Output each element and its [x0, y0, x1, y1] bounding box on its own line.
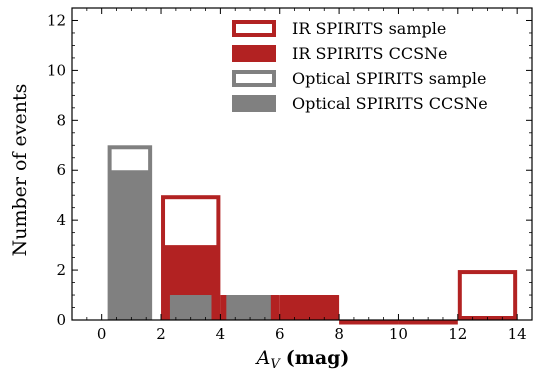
legend-label-ir-spirits-ccsne: IR SPIRITS CCSNe	[292, 44, 448, 63]
optical-spirits-ccsne-bar	[171, 295, 211, 320]
x-tick-label: 10	[389, 325, 408, 343]
ir-spirits-sample-bar	[457, 270, 518, 320]
y-tick-label: 6	[56, 161, 66, 179]
optical-spirits-ccsne-bar	[108, 170, 151, 320]
x-axis-label-symbol: A	[255, 347, 271, 369]
legend-swatch-optical-spirits-ccsne	[232, 95, 276, 112]
legend-label-optical-spirits-sample: Optical SPIRITS sample	[292, 69, 487, 88]
x-tick-label: 6	[275, 325, 285, 343]
ticks-layer: 0 2 4 6 8 10 12 14 0 2 4 6 8 10 12	[47, 8, 533, 343]
legend-label-ir-spirits-sample: IR SPIRITS sample	[292, 19, 446, 38]
y-tick-label: 12	[47, 11, 66, 29]
bars-layer	[107, 145, 518, 325]
ir-spirits-sample-bar	[339, 320, 399, 325]
x-tick-label: 12	[448, 325, 467, 343]
ir-spirits-sample-bar	[398, 320, 458, 325]
x-tick-label: 0	[97, 325, 107, 343]
x-tick-label: 4	[216, 325, 226, 343]
y-tick-label: 10	[47, 61, 66, 79]
x-tick-label: 8	[334, 325, 344, 343]
legend: IR SPIRITS sample IR SPIRITS CCSNe Optical…	[232, 19, 488, 113]
legend-swatch-ir-spirits-sample	[232, 20, 276, 37]
y-tick-label: 2	[56, 261, 66, 279]
y-tick-label: 0	[56, 311, 66, 329]
legend-swatch-ir-spirits-ccsne	[232, 45, 276, 62]
legend-swatch-optical-spirits-sample	[232, 70, 276, 87]
x-tick-label: 14	[508, 325, 527, 343]
legend-label-optical-spirits-ccsne: Optical SPIRITS CCSNe	[292, 94, 488, 113]
x-tick-label: 2	[156, 325, 166, 343]
x-axis-label-unit: (mag)	[286, 347, 350, 369]
y-axis-label: Number of events	[9, 84, 31, 257]
y-tick-label: 4	[56, 211, 66, 229]
x-axis-label-subscript: V	[270, 357, 281, 372]
y-tick-label: 8	[56, 111, 66, 129]
x-axis-label: AV (mag)	[255, 347, 350, 372]
optical-spirits-ccsne-bar	[227, 295, 270, 320]
ir-spirits-ccsne-bar	[280, 295, 338, 320]
plot-frame	[71, 7, 533, 321]
